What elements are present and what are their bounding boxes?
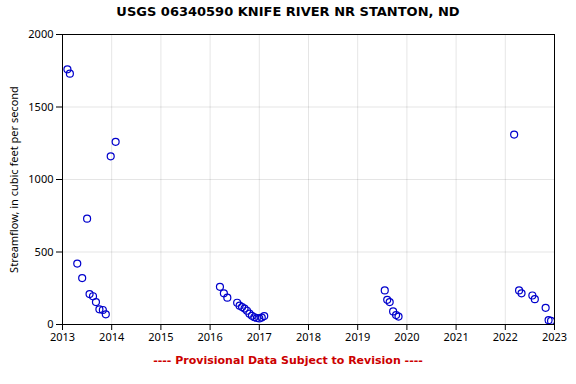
svg-text:2017: 2017 [247, 329, 272, 344]
svg-text:2016: 2016 [198, 329, 223, 344]
svg-text:2018: 2018 [296, 329, 321, 344]
svg-text:2021: 2021 [444, 329, 469, 344]
svg-text:2022: 2022 [493, 329, 518, 344]
svg-text:2014: 2014 [99, 329, 125, 344]
svg-text:2023: 2023 [542, 329, 567, 344]
svg-text:2013: 2013 [50, 329, 75, 344]
html-text:USGS 06340590 KNIFE RIVER NR S: USGS 06340590 KNIFE RIVER NR STANTON, ND [116, 4, 460, 19]
svg-text:1000: 1000 [28, 171, 53, 186]
svg-text:2019: 2019 [345, 329, 370, 344]
svg-text:2015: 2015 [148, 329, 173, 344]
svg-text:0: 0 [47, 316, 54, 331]
svg-text:2020: 2020 [394, 329, 419, 344]
svg-text:Streamflow, in cubic feet per: Streamflow, in cubic feet per second [6, 86, 21, 273]
svg-text:1500: 1500 [28, 99, 53, 114]
html-text:---- Provisional Data Subject: ---- Provisional Data Subject to Revisio… [153, 354, 423, 367]
svg-text:500: 500 [35, 244, 54, 259]
svg-text:2000: 2000 [28, 26, 53, 41]
